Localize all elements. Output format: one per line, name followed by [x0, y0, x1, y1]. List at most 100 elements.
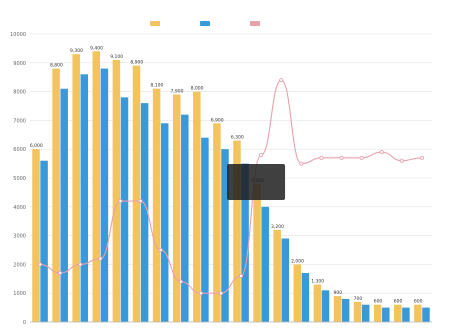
data-label-15: 900	[334, 290, 343, 296]
bar-s1-12[interactable]	[281, 238, 290, 322]
line-point-7[interactable]	[178, 279, 183, 284]
chart-tooltip	[227, 164, 286, 200]
bar-s1-0[interactable]	[40, 160, 48, 322]
bar-s0-8[interactable]	[193, 91, 201, 322]
data-label-0: 6,000	[30, 143, 43, 149]
y-tick-label-8: 8000	[13, 90, 26, 96]
legend-swatch-2[interactable]	[250, 21, 260, 26]
y-tick-label-9: 9000	[13, 61, 26, 67]
data-label-7: 7,900	[171, 88, 184, 94]
bar-s0-1[interactable]	[52, 68, 60, 322]
line-point-9[interactable]	[218, 291, 223, 296]
bar-s1-1[interactable]	[60, 88, 68, 322]
bar-s0-15[interactable]	[333, 296, 342, 322]
y-axis: 0 1000 2000 3000 4000 5000 6000 7000 8000 9000 100…	[10, 32, 26, 326]
bar-s1-17[interactable]	[382, 307, 390, 322]
y-tick-label-2: 2000	[13, 262, 26, 268]
line-point-13[interactable]	[299, 161, 304, 166]
bar-s0-7[interactable]	[172, 94, 181, 322]
bar-s1-18[interactable]	[402, 307, 410, 322]
bar-s0-16[interactable]	[353, 301, 362, 322]
line-point-8[interactable]	[198, 291, 203, 296]
bar-s1-6[interactable]	[160, 123, 169, 322]
tooltip-box	[227, 164, 286, 200]
data-label-17: 600	[374, 299, 383, 305]
bar-s1-9[interactable]	[221, 149, 229, 322]
line-point-1[interactable]	[58, 271, 63, 276]
y-tick-label-5: 5000	[13, 176, 26, 182]
line-point-19[interactable]	[419, 155, 424, 160]
bars-group: 6,000 8,800 9,300 9,400 9,100 8,900 8,100 7,900…	[30, 45, 430, 323]
y-tick-label-10: 10000	[10, 32, 26, 38]
data-label-5: 8,900	[130, 60, 143, 66]
line-point-18[interactable]	[399, 158, 404, 163]
bar-s1-3[interactable]	[100, 68, 109, 322]
line-point-12[interactable]	[279, 78, 284, 83]
bar-s0-3[interactable]	[92, 51, 101, 322]
bar-s0-2[interactable]	[72, 54, 80, 322]
line-point-17[interactable]	[379, 150, 384, 155]
data-label-18: 600	[394, 299, 403, 305]
line-point-15[interactable]	[339, 155, 344, 160]
y-tick-label-3: 3000	[13, 234, 26, 240]
bar-s1-7[interactable]	[181, 114, 189, 322]
bar-s1-14[interactable]	[321, 290, 330, 322]
line-point-5[interactable]	[138, 199, 143, 204]
data-label-14: 1,300	[311, 279, 324, 285]
data-label-2: 9,300	[70, 48, 83, 54]
bar-s1-15[interactable]	[341, 298, 350, 322]
y-tick-label-4: 4000	[13, 205, 26, 211]
line-series	[38, 78, 424, 296]
bar-s0-13[interactable]	[293, 264, 302, 322]
data-label-8: 8,000	[191, 86, 204, 92]
line-point-10[interactable]	[239, 273, 244, 278]
bar-s0-18[interactable]	[394, 304, 402, 322]
line-point-4[interactable]	[118, 199, 123, 204]
y-tick-label-0: 0	[23, 320, 26, 326]
line-point-16[interactable]	[359, 155, 364, 160]
line-point-14[interactable]	[319, 155, 324, 160]
line-point-3[interactable]	[98, 256, 103, 261]
y-tick-label-1: 1000	[13, 291, 26, 297]
bar-s1-2[interactable]	[80, 74, 89, 322]
data-label-6: 8,100	[150, 83, 163, 89]
bar-s0-10[interactable]	[233, 140, 241, 322]
bar-s0-11[interactable]	[253, 183, 261, 322]
line-point-0[interactable]	[38, 262, 43, 267]
bar-s1-11[interactable]	[261, 206, 269, 322]
data-label-3: 9,400	[90, 45, 103, 51]
bar-s0-14[interactable]	[313, 284, 322, 322]
bar-s0-4[interactable]	[112, 59, 121, 323]
data-label-10: 6,300	[231, 135, 244, 141]
data-label-12: 3,200	[271, 224, 284, 230]
bar-s1-16[interactable]	[361, 304, 370, 322]
data-label-19: 600	[414, 299, 423, 305]
data-label-1: 8,800	[50, 63, 63, 69]
data-label-13: 2,000	[291, 258, 304, 264]
bar-s1-5[interactable]	[140, 103, 149, 323]
legend-swatch-1[interactable]	[200, 21, 210, 26]
data-label-9: 6,900	[211, 117, 224, 123]
data-label-4: 9,100	[110, 54, 123, 60]
line-point-11[interactable]	[259, 152, 264, 157]
bar-s1-8[interactable]	[201, 137, 209, 322]
line-point-6[interactable]	[158, 247, 163, 252]
line-point-2[interactable]	[78, 262, 83, 267]
bar-s0-5[interactable]	[132, 65, 141, 323]
chart-legend[interactable]	[150, 21, 260, 26]
data-label-16: 700	[354, 296, 363, 302]
bar-s0-19[interactable]	[414, 304, 422, 322]
bar-s0-17[interactable]	[373, 304, 382, 322]
bar-s0-6[interactable]	[152, 88, 161, 322]
bar-s0-12[interactable]	[273, 229, 281, 322]
y-tick-label-6: 6000	[13, 147, 26, 153]
bar-s0-9[interactable]	[213, 123, 221, 322]
bar-s1-10[interactable]	[241, 163, 249, 322]
bar-s1-4[interactable]	[120, 97, 129, 322]
bar-s1-19[interactable]	[422, 307, 430, 322]
legend-swatch-0[interactable]	[150, 21, 160, 26]
bar-s0-0[interactable]	[32, 149, 40, 322]
bar-s1-13[interactable]	[301, 273, 310, 322]
y-tick-label-7: 7000	[13, 118, 26, 124]
